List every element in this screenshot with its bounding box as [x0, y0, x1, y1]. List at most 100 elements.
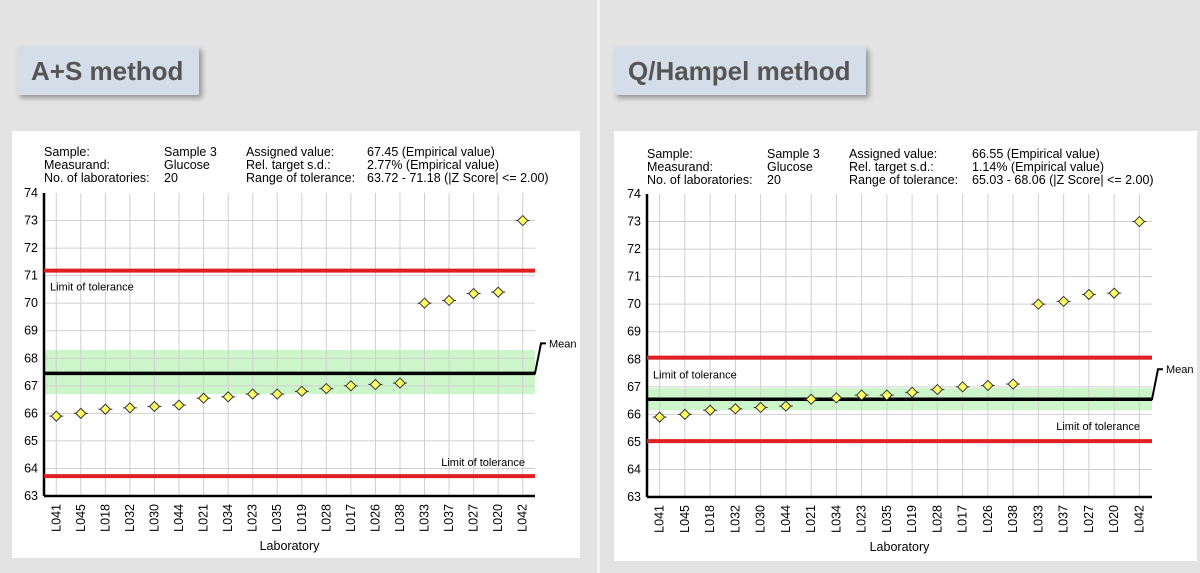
- info-sample: Sample 3: [164, 145, 217, 159]
- x-tick-label: L041: [653, 505, 667, 533]
- data-point: [653, 411, 666, 423]
- data-point: [271, 388, 283, 400]
- data-point: [881, 389, 893, 401]
- y-tick-label: 63: [627, 490, 641, 504]
- y-tick-label: 68: [627, 352, 641, 366]
- x-tick-label: L034: [221, 504, 235, 532]
- x-tick-label: L033: [418, 504, 432, 532]
- x-tick-label: L045: [74, 504, 88, 532]
- data-point: [1007, 378, 1019, 390]
- data-point: [931, 383, 944, 396]
- y-tick-label: 70: [627, 297, 641, 311]
- data-point: [369, 378, 382, 391]
- x-tick-label: L041: [49, 504, 63, 532]
- info-sample: Sample 3: [767, 147, 820, 161]
- y-tick-label: 70: [24, 296, 38, 310]
- x-tick-label: L045: [678, 505, 692, 533]
- data-point: [780, 400, 792, 412]
- x-tick-label: L034: [829, 505, 843, 533]
- info-assigned-label: Assigned value:: [849, 147, 937, 161]
- info-labs-label: No. of laboratories:: [44, 171, 150, 185]
- upper-limit-label: Limit of tolerance: [50, 282, 134, 294]
- y-tick-label: 67: [627, 380, 641, 394]
- data-point: [296, 385, 308, 398]
- x-tick-label: L017: [344, 504, 358, 532]
- x-tick-label: L018: [703, 505, 717, 533]
- x-tick-label: L028: [319, 504, 333, 532]
- data-point: [1083, 288, 1095, 301]
- x-tick-label: L017: [956, 505, 970, 533]
- info-labs: 20: [767, 173, 781, 187]
- x-tick-label: L018: [98, 504, 112, 532]
- x-tick-label: L019: [295, 504, 309, 532]
- x-tick-label: L020: [1107, 505, 1121, 533]
- x-axis-label: Laboratory: [870, 540, 931, 554]
- data-point: [754, 401, 767, 414]
- y-tick-label: 68: [24, 351, 38, 365]
- info-reltarget-label: Rel. target s.d.:: [849, 160, 934, 174]
- data-point: [492, 286, 504, 298]
- data-point: [394, 377, 406, 389]
- info-assigned: 67.45 (Empirical value): [367, 145, 495, 159]
- data-point: [50, 410, 62, 422]
- data-point: [1032, 298, 1045, 310]
- x-tick-label: L020: [491, 504, 505, 532]
- info-measurand-label: Measurand:: [647, 160, 713, 174]
- data-point: [906, 386, 918, 399]
- y-tick-label: 66: [627, 407, 641, 421]
- y-tick-label: 65: [24, 434, 38, 448]
- method-label-as: A+S method: [17, 47, 200, 95]
- y-tick-label: 66: [24, 406, 38, 420]
- x-tick-label: L037: [1057, 505, 1071, 533]
- x-tick-label: L026: [368, 504, 382, 532]
- y-tick-label: 73: [627, 215, 641, 229]
- info-assigned-label: Assigned value:: [246, 145, 334, 159]
- info-labs: 20: [164, 171, 178, 185]
- info-sample-label: Sample:: [44, 145, 90, 159]
- x-tick-label: L044: [779, 505, 793, 533]
- lower-limit-label: Limit of tolerance: [1056, 421, 1140, 433]
- x-tick-label: L038: [393, 504, 407, 532]
- control-chart-hampel: Sample: Sample 3 Assigned value: 66.55 (Emp…: [627, 147, 1194, 554]
- y-tick-label: 65: [627, 435, 641, 449]
- info-range-label: Range of tolerance:: [246, 171, 355, 185]
- x-tick-label: L026: [981, 505, 995, 533]
- x-tick-label: L028: [930, 505, 944, 533]
- y-tick-label: 71: [24, 269, 38, 283]
- info-measurand: Glucose: [164, 158, 210, 172]
- y-tick-label: 73: [24, 214, 38, 228]
- x-tick-label: L044: [172, 504, 186, 532]
- x-tick-label: L032: [123, 504, 137, 532]
- x-tick-label: L021: [197, 504, 211, 532]
- data-point: [345, 380, 357, 392]
- data-point: [75, 407, 87, 420]
- data-point: [148, 400, 161, 413]
- data-point: [222, 391, 234, 403]
- data-point: [805, 393, 817, 405]
- info-reltarget: 2.77% (Empirical value): [367, 158, 499, 172]
- mean-label: Mean: [1166, 364, 1194, 376]
- y-tick-label: 64: [24, 461, 38, 475]
- info-reltarget-label: Rel. target s.d.:: [246, 158, 331, 172]
- chart-panel-as: Sample: Sample 3 Assigned value: 67.45 (Emp…: [12, 131, 580, 558]
- y-tick-label: 72: [627, 242, 641, 256]
- info-range: 65.03 - 68.06 (|Z Score| <= 2.00): [972, 173, 1154, 187]
- data-point: [855, 389, 868, 401]
- y-tick-label: 74: [24, 186, 38, 200]
- x-axis-label: Laboratory: [260, 539, 321, 553]
- x-tick-label: L037: [442, 504, 456, 532]
- chart-panel-hampel: Sample: Sample 3 Assigned value: 66.55 (Emp…: [614, 131, 1197, 561]
- data-point: [1108, 287, 1120, 299]
- data-point: [124, 402, 136, 414]
- x-tick-label: L032: [728, 505, 742, 533]
- x-tick-label: L019: [905, 505, 919, 533]
- data-point: [467, 287, 480, 300]
- left-half: A+S method Sample: Sample 3 Assigned value…: [0, 0, 597, 573]
- x-tick-label: L030: [147, 504, 161, 532]
- data-point: [982, 379, 994, 392]
- data-point: [956, 381, 969, 393]
- info-labs-label: No. of laboratories:: [647, 173, 753, 187]
- mean-callout: [1142, 368, 1163, 401]
- x-tick-label: L023: [855, 505, 869, 533]
- x-tick-label: L033: [1031, 505, 1045, 533]
